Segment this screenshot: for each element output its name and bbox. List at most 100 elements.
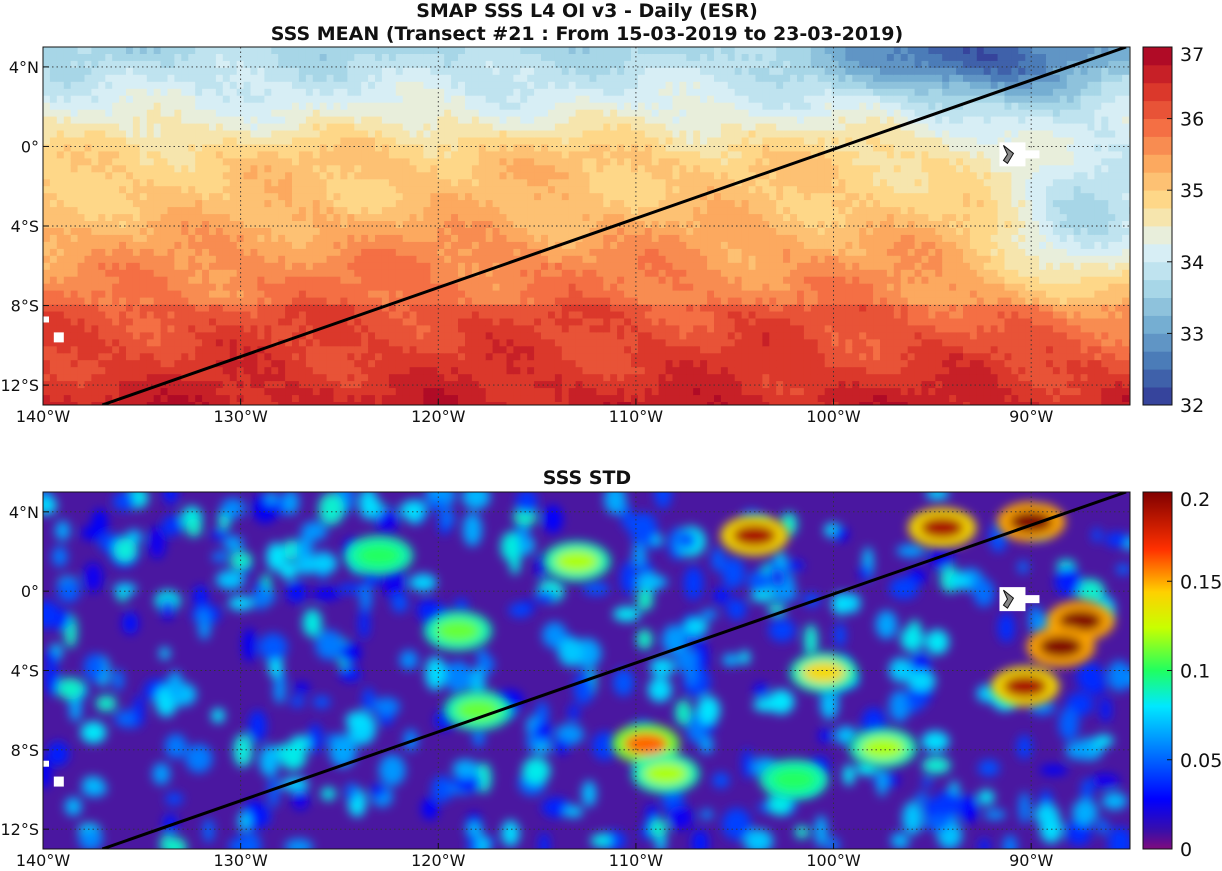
- sss-cell: [361, 109, 369, 118]
- sss-cell: [665, 255, 674, 264]
- sss-cell: [160, 130, 169, 139]
- sss-cell: [63, 81, 72, 90]
- sss-cell: [575, 54, 584, 62]
- sss-cell: [471, 137, 480, 146]
- sss-cell: [527, 234, 535, 243]
- sss-cell: [693, 172, 701, 180]
- sss-cell: [319, 200, 328, 208]
- sss-cell: [354, 297, 362, 306]
- sss-cell: [312, 290, 321, 299]
- sss-cell: [548, 402, 556, 405]
- sss-cell: [285, 88, 293, 97]
- sss-cell: [305, 395, 314, 403]
- sss-cell: [693, 325, 701, 333]
- sss-cell: [624, 262, 632, 271]
- sss-cell: [326, 283, 335, 292]
- sss-cell: [637, 109, 646, 118]
- sss-cell: [146, 207, 155, 215]
- sss-cell: [222, 381, 231, 389]
- sss-cell: [174, 360, 182, 368]
- sss-cell: [250, 123, 258, 132]
- sss-cell: [77, 339, 86, 347]
- sss-cell: [458, 54, 466, 62]
- sss-cell: [416, 172, 424, 180]
- sss-cell: [520, 186, 528, 194]
- sss-cell: [596, 311, 604, 320]
- sss-cell: [513, 165, 521, 173]
- sss-cell: [98, 207, 106, 215]
- sss-cell: [215, 214, 224, 222]
- sss-cell: [70, 95, 79, 104]
- sss-cell: [437, 269, 445, 278]
- sss-cell: [119, 255, 127, 264]
- sss-cell: [292, 395, 300, 403]
- sss-cell: [686, 255, 694, 264]
- sss-cell: [305, 228, 314, 236]
- sss-cell: [506, 193, 514, 201]
- sss-cell: [215, 193, 224, 201]
- sss-cell: [312, 367, 321, 375]
- sss-cell: [610, 395, 618, 403]
- sss-cell: [395, 248, 404, 257]
- sss-cell: [264, 234, 272, 243]
- sss-cell: [167, 186, 175, 194]
- sss-cell: [617, 346, 625, 354]
- sss-cell: [423, 151, 431, 159]
- sss-cell: [153, 54, 162, 62]
- sss-cell: [520, 388, 528, 396]
- sss-cell: [499, 221, 507, 229]
- sss-cell: [375, 81, 383, 90]
- sss-cell: [568, 193, 577, 201]
- sss-cell: [513, 179, 521, 187]
- sss-cell: [665, 248, 674, 257]
- sss-cell: [430, 339, 438, 347]
- sss-cell: [126, 332, 134, 340]
- sss-cell: [520, 283, 528, 292]
- sss-cell: [492, 395, 501, 403]
- sss-cell: [589, 248, 597, 257]
- sss-cell: [603, 360, 611, 368]
- sss-cell: [70, 241, 79, 250]
- sss-cell: [167, 200, 175, 208]
- sss-cell: [471, 74, 480, 83]
- sss-cell: [126, 200, 134, 208]
- sss-cell: [437, 214, 445, 222]
- sss-cell: [596, 74, 604, 83]
- sss-cell: [63, 353, 72, 361]
- sss-cell: [188, 311, 196, 320]
- sss-cell: [471, 116, 480, 125]
- sss-cell: [499, 193, 507, 201]
- sss-cell: [471, 395, 480, 403]
- sss-cell: [326, 60, 335, 69]
- sss-cell: [388, 88, 397, 97]
- sss-cell: [250, 339, 258, 347]
- sss-cell: [84, 228, 92, 236]
- sss-cell: [305, 346, 314, 354]
- sss-cell: [271, 158, 279, 166]
- sss-cell: [126, 88, 134, 97]
- sss-cell: [77, 109, 86, 118]
- sss-cell: [478, 67, 487, 76]
- sss-cell: [575, 262, 584, 271]
- sss-cell: [271, 346, 279, 354]
- sss-cell: [506, 137, 514, 146]
- sss-cell: [485, 60, 494, 69]
- sss-cell: [98, 346, 106, 354]
- sss-cell: [105, 137, 113, 146]
- sss-cell: [548, 144, 556, 153]
- sss-cell: [77, 297, 86, 306]
- sss-cell: [395, 339, 404, 347]
- sss-cell: [700, 234, 708, 243]
- sss-cell: [319, 116, 328, 125]
- sss-cell: [112, 214, 120, 222]
- sss-cell: [195, 325, 203, 333]
- sss-cell: [513, 144, 521, 153]
- sss-cell: [548, 276, 556, 285]
- sss-cell: [686, 88, 694, 97]
- sss-cell: [285, 325, 293, 333]
- sss-cell: [326, 262, 335, 271]
- sss-cell: [340, 123, 348, 132]
- sss-cell: [250, 381, 258, 389]
- sss-cell: [430, 234, 438, 243]
- sss-cell: [167, 241, 175, 250]
